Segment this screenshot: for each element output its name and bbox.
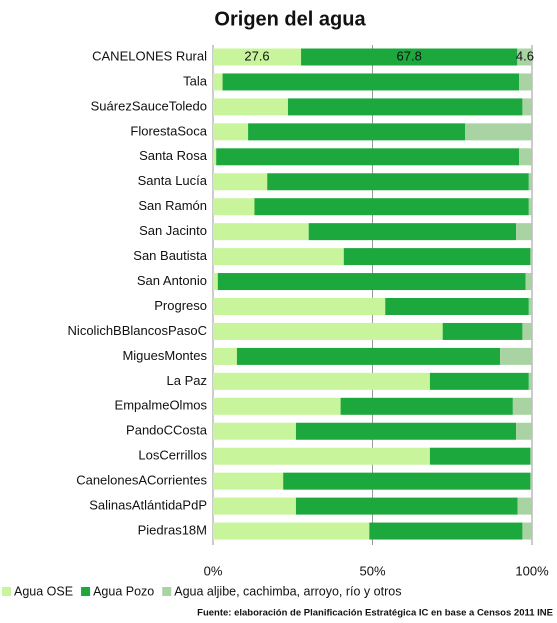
bar-segment bbox=[283, 472, 531, 490]
bar-segment bbox=[442, 322, 523, 340]
bar-segment bbox=[213, 123, 249, 141]
y-tick-label: CANELONES Rural bbox=[92, 48, 207, 63]
bar-segment bbox=[525, 273, 532, 291]
bar-segment bbox=[429, 372, 529, 390]
bar-segment bbox=[213, 48, 302, 66]
bar-segment bbox=[530, 447, 532, 465]
bar-segment bbox=[369, 522, 523, 540]
bar-segment bbox=[528, 372, 532, 390]
legend-swatch bbox=[162, 587, 172, 596]
bar-segment bbox=[465, 123, 532, 141]
bar-segment bbox=[308, 223, 517, 241]
y-tick-label: Santa Rosa bbox=[139, 148, 208, 163]
bar-segment bbox=[213, 273, 218, 291]
bar-segment bbox=[522, 522, 532, 540]
y-tick-label: FlorestaSoca bbox=[130, 123, 207, 138]
y-tick-label: NicolichBBlancosPasoC bbox=[68, 323, 207, 338]
bar-segment bbox=[213, 98, 288, 116]
bar-segment bbox=[254, 198, 529, 216]
bar-segment bbox=[222, 73, 520, 91]
y-tick-label: Santa Lucía bbox=[138, 173, 208, 188]
bar-segment bbox=[267, 173, 529, 191]
bar-segment bbox=[301, 48, 518, 66]
bar-segment bbox=[530, 248, 532, 266]
data-label: 4.6 bbox=[516, 48, 534, 63]
bar-segment bbox=[213, 347, 237, 365]
bar-segment bbox=[343, 248, 531, 266]
bar-segment bbox=[530, 472, 532, 490]
legend-label: Agua OSE bbox=[14, 584, 73, 598]
bar-segment bbox=[213, 397, 341, 415]
y-tick-label: EmpalmeOlmos bbox=[115, 398, 208, 413]
bar-segment bbox=[287, 98, 523, 116]
bar-segment bbox=[217, 273, 526, 291]
legend-swatch bbox=[2, 587, 11, 596]
bar-segment bbox=[519, 73, 532, 91]
bar-segment bbox=[519, 148, 532, 166]
y-tick-label: La Paz bbox=[167, 373, 207, 388]
bar-segment bbox=[213, 322, 443, 340]
bar-segment bbox=[213, 298, 386, 315]
bar-segment bbox=[213, 422, 296, 440]
bar-segment bbox=[213, 173, 268, 191]
x-tick-label: 100% bbox=[515, 563, 549, 578]
bar-segment bbox=[516, 223, 532, 241]
bar-segment bbox=[213, 248, 344, 266]
bar-segment bbox=[522, 322, 532, 340]
bar-segment bbox=[213, 472, 284, 490]
bar-segment bbox=[528, 173, 532, 191]
bar-segment bbox=[213, 198, 255, 216]
y-tick-label: SalinasAtlántidaPdP bbox=[89, 498, 207, 513]
y-tick-label: SuárezSauceToledo bbox=[91, 98, 207, 113]
chart-title: Origen del agua bbox=[214, 8, 366, 30]
data-label: 67.8 bbox=[397, 48, 422, 63]
source-note: Fuente: elaboración de Planificación Est… bbox=[197, 608, 553, 619]
bar-segment bbox=[213, 223, 309, 241]
y-tick-label: Tala bbox=[183, 73, 208, 88]
bar-segment bbox=[213, 73, 223, 91]
x-tick-label: 50% bbox=[359, 563, 385, 578]
bar-segment bbox=[213, 497, 296, 515]
y-tick-label: San Bautista bbox=[133, 248, 207, 263]
bar-segment bbox=[500, 347, 532, 365]
y-tick-label: LosCerrillos bbox=[138, 448, 207, 463]
bar-segment bbox=[528, 298, 532, 315]
bar-segment bbox=[517, 497, 532, 515]
bar-segment bbox=[340, 397, 513, 415]
bar-segment bbox=[385, 298, 529, 315]
bar-segment bbox=[429, 447, 531, 465]
legend-label: Agua aljibe, cachimba, arroyo, río y otr… bbox=[174, 584, 401, 598]
bar-segment bbox=[528, 198, 532, 216]
bar-segment bbox=[295, 497, 518, 515]
y-tick-label: PandoCCosta bbox=[126, 423, 208, 438]
bar-segment bbox=[522, 98, 532, 116]
y-tick-label: Piedras18M bbox=[138, 522, 207, 537]
y-tick-label: San Antonio bbox=[137, 273, 207, 288]
bar-segment bbox=[236, 347, 501, 365]
x-tick-label: 0% bbox=[204, 563, 223, 578]
y-tick-label: MiguesMontes bbox=[122, 348, 207, 363]
y-tick-label: San Ramón bbox=[138, 198, 207, 213]
bar-segment bbox=[516, 422, 532, 440]
legend-swatch bbox=[81, 587, 91, 596]
bar-segment bbox=[295, 422, 517, 440]
bar-segment bbox=[216, 148, 520, 166]
y-tick-label: CanelonesACorrientes bbox=[76, 473, 207, 488]
bar-segment bbox=[517, 48, 532, 66]
bar-segment bbox=[213, 148, 217, 166]
y-tick-label: San Jacinto bbox=[139, 223, 207, 238]
y-tick-label: Progreso bbox=[154, 298, 207, 313]
bar-segment bbox=[213, 372, 430, 390]
bar-segment bbox=[248, 123, 466, 141]
bar-segment bbox=[512, 397, 532, 415]
data-label: 27.6 bbox=[244, 48, 269, 63]
bar-segment bbox=[213, 522, 370, 540]
legend-label: Agua Pozo bbox=[93, 584, 154, 598]
bar-segment bbox=[213, 447, 430, 465]
